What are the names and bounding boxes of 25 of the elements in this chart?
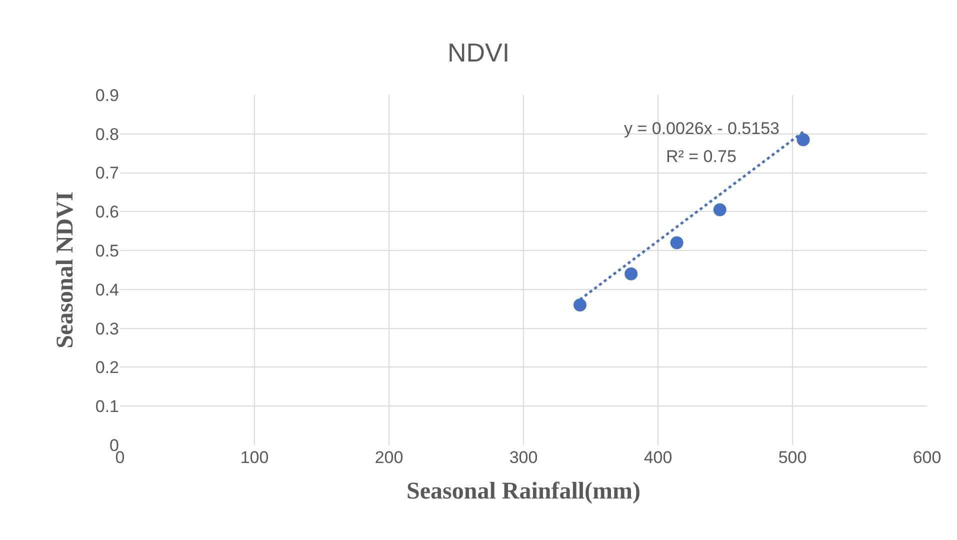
y-tick-label: 0.7: [95, 164, 119, 183]
x-tick-label: 500: [778, 448, 807, 467]
x-tick-label: 400: [644, 448, 672, 467]
point: [573, 298, 586, 312]
x-tick-label: 100: [240, 448, 269, 467]
x-tick-label: 300: [509, 448, 538, 467]
y-tick-label: 0.2: [95, 358, 119, 378]
x-axis-title: Seasonal Rainfall(mm): [406, 478, 640, 504]
point: [796, 133, 810, 146]
y-tick-label: 0.3: [95, 319, 119, 338]
x-tick-label: 600: [912, 448, 942, 467]
y-tick-label: 0.6: [95, 202, 119, 222]
annotation: y = 0.0026x - 0.5153: [624, 119, 780, 138]
y-tick-label: 0.8: [95, 124, 119, 144]
y-tick-label: 0.4: [95, 280, 119, 300]
point: [624, 267, 638, 280]
point: [713, 203, 726, 216]
y-tick-label: 0.5: [95, 242, 119, 261]
x-tick-label: 200: [374, 448, 404, 467]
chart-title: NDVI: [447, 37, 510, 68]
y-axis-title: Seasonal NDVI: [52, 192, 78, 348]
point: [670, 236, 684, 250]
y-tick-label: 0.1: [95, 397, 119, 416]
y-tick-label: 0.9: [95, 86, 119, 105]
annotation: R² = 0.75: [666, 147, 736, 166]
